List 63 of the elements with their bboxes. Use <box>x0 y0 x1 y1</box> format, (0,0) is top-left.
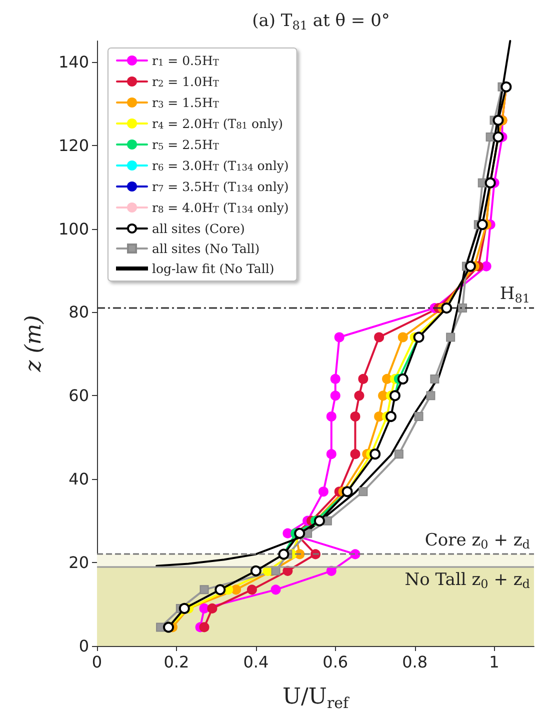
legend-label: all sites (Core) <box>152 221 245 236</box>
legend-label: r6 = 3.0HT (T134 only) <box>152 158 289 174</box>
y-tick-label: 120 <box>58 136 89 155</box>
point <box>330 374 340 384</box>
point <box>350 412 360 422</box>
point <box>426 391 436 400</box>
legend-label: r1 = 0.5HT <box>152 53 219 68</box>
point <box>458 304 467 313</box>
x-tick-label: 1 <box>489 652 500 672</box>
point <box>374 332 384 342</box>
legend-label: r4 = 2.0HT (T81 only) <box>152 116 284 132</box>
y-tick-label: 20 <box>68 553 89 572</box>
point <box>354 390 364 401</box>
legend-label: log-law fit (No Tall) <box>152 261 274 276</box>
x-tick-label: 0 <box>92 652 102 672</box>
point <box>492 114 504 126</box>
y-tick-label: 0 <box>78 636 89 656</box>
point <box>318 486 328 497</box>
x-tick-label: 0.8 <box>402 652 428 672</box>
point <box>394 450 404 459</box>
point <box>330 390 340 401</box>
point <box>334 332 344 342</box>
point <box>326 412 336 422</box>
point <box>430 374 440 384</box>
point <box>398 332 408 342</box>
y-tick-label: 140 <box>58 52 89 72</box>
point <box>270 584 281 595</box>
legend-label: r7 = 3.5HT (T134 only) <box>152 179 289 194</box>
legend-label: all sites (No Tall) <box>152 241 260 256</box>
y-axis-title: z (m) <box>22 315 46 373</box>
point <box>358 374 368 384</box>
point <box>350 449 360 460</box>
point <box>246 584 257 595</box>
point <box>446 332 456 342</box>
y-tick-label: 40 <box>68 470 89 489</box>
point <box>358 487 368 496</box>
point <box>370 448 381 460</box>
point <box>199 622 210 632</box>
point <box>382 374 392 384</box>
point <box>326 449 336 460</box>
x-tick-label: 0.4 <box>243 652 269 672</box>
point <box>476 219 488 230</box>
point <box>231 584 242 595</box>
x-tick-label: 0.6 <box>322 652 348 672</box>
x-tick-label: 0.2 <box>164 652 190 672</box>
legend-label: r8 = 4.0HT (T134 only) <box>152 200 289 216</box>
point <box>250 565 262 576</box>
legend-label: r3 = 1.5HT <box>152 95 219 110</box>
point <box>214 584 226 596</box>
point <box>397 373 408 384</box>
point <box>374 412 384 422</box>
point <box>314 515 325 526</box>
point <box>178 602 190 614</box>
point <box>200 585 209 594</box>
y-tick-label: 80 <box>68 302 89 322</box>
y-tick-label: 60 <box>68 386 89 406</box>
legend-label: r5 = 2.5HT <box>152 137 219 152</box>
y-tick-label: 100 <box>58 219 89 238</box>
point <box>378 390 388 401</box>
point <box>207 603 218 614</box>
point <box>414 412 424 422</box>
legend-label: r2 = 1.0HT <box>152 74 219 90</box>
point <box>385 411 396 422</box>
